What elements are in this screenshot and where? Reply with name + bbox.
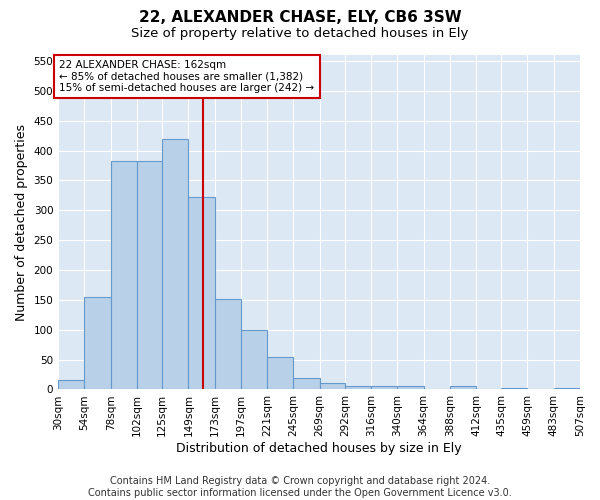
Y-axis label: Number of detached properties: Number of detached properties	[15, 124, 28, 320]
Bar	[397, 386, 424, 390]
Text: Size of property relative to detached houses in Ely: Size of property relative to detached ho…	[131, 28, 469, 40]
Bar	[320, 384, 345, 390]
Text: 22 ALEXANDER CHASE: 162sqm
← 85% of detached houses are smaller (1,382)
15% of s: 22 ALEXANDER CHASE: 162sqm ← 85% of deta…	[59, 60, 314, 93]
Bar	[188, 197, 215, 390]
Bar	[293, 378, 320, 390]
Bar	[162, 138, 188, 390]
Bar	[241, 330, 267, 390]
Bar	[345, 386, 371, 390]
Bar	[450, 386, 476, 390]
Bar	[137, 160, 162, 390]
Bar	[110, 160, 137, 390]
Bar	[58, 380, 85, 390]
Bar	[267, 356, 293, 390]
X-axis label: Distribution of detached houses by size in Ely: Distribution of detached houses by size …	[176, 442, 462, 455]
Bar	[215, 298, 241, 390]
Bar	[85, 297, 110, 390]
Bar	[371, 386, 397, 390]
Text: 22, ALEXANDER CHASE, ELY, CB6 3SW: 22, ALEXANDER CHASE, ELY, CB6 3SW	[139, 10, 461, 25]
Bar	[554, 388, 580, 390]
Bar	[501, 388, 527, 390]
Text: Contains HM Land Registry data © Crown copyright and database right 2024.
Contai: Contains HM Land Registry data © Crown c…	[88, 476, 512, 498]
